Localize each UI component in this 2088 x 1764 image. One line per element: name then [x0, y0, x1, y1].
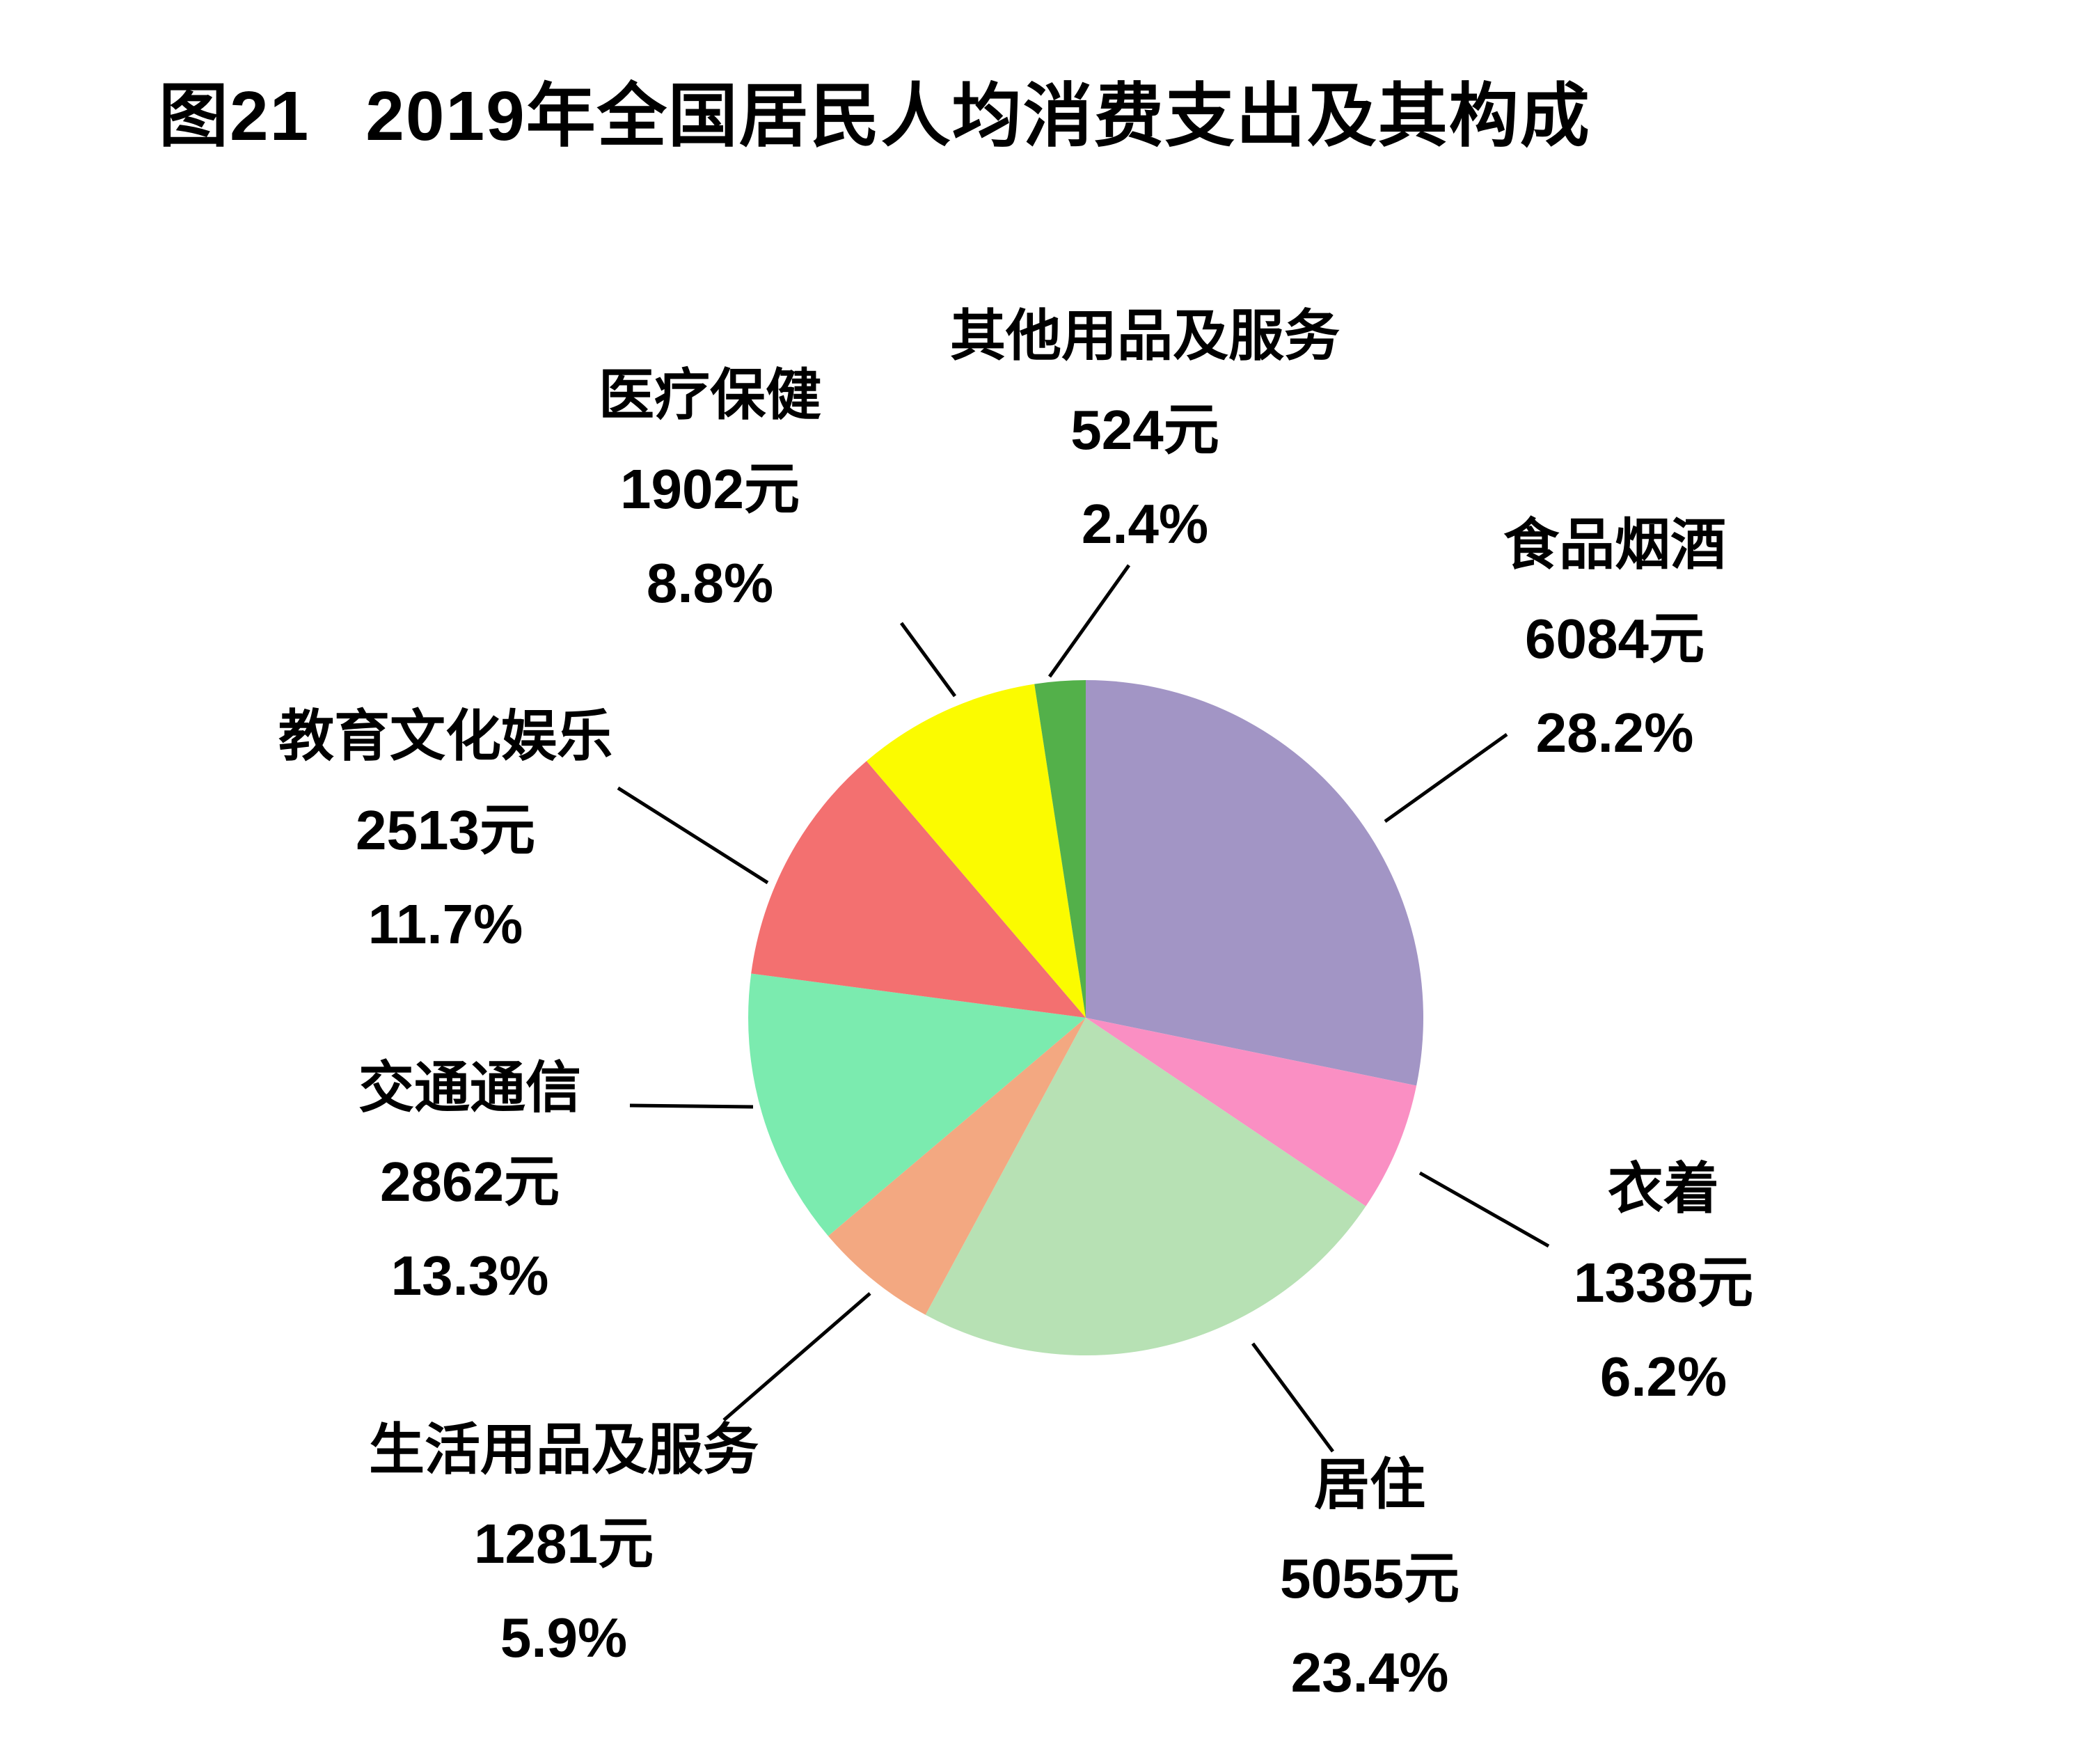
pie-slice-education-culture-entertainment — [751, 761, 1086, 1018]
figure-number: 图21 — [159, 77, 310, 155]
slice-name-healthcare: 医疗保健 — [599, 364, 821, 426]
slice-name-household-goods-services: 生活用品及服务 — [369, 1419, 759, 1481]
slice-name-education-culture-entertainment: 教育文化娱乐 — [278, 705, 612, 767]
slice-label-clothing: 衣着 1338元 6.2% — [1574, 1142, 1753, 1424]
pie-slice-transport-communication — [748, 973, 1086, 1236]
slice-percent-transport-communication: 13.3% — [390, 1245, 549, 1307]
slice-label-other-goods-services: 其他用品及服务 524元 2.4% — [950, 289, 1340, 571]
leader-line-clothing — [1418, 1171, 1550, 1248]
slice-value-healthcare: 1902元 — [620, 458, 800, 520]
slice-percent-education-culture-entertainment: 11.7% — [367, 893, 523, 955]
slice-percent-household-goods-services: 5.9% — [500, 1607, 628, 1669]
slice-value-housing: 5055元 — [1280, 1548, 1460, 1609]
slice-percent-other-goods-services: 2.4% — [1081, 493, 1209, 555]
leader-line-other-goods-services — [1047, 564, 1131, 678]
slice-value-transport-communication: 2862元 — [380, 1151, 560, 1213]
slice-name-food-tobacco-liquor: 食品烟酒 — [1503, 514, 1726, 576]
leader-line-food-tobacco-liquor — [1384, 732, 1508, 824]
leader-line-education-culture-entertainment — [617, 786, 769, 885]
slice-value-clothing: 1338元 — [1574, 1252, 1753, 1314]
pie-slice-other-goods-services — [1034, 679, 1086, 1018]
pie-slice-food-tobacco-liquor — [1086, 680, 1424, 1086]
slice-value-education-culture-entertainment: 2513元 — [356, 799, 535, 861]
leader-line-household-goods-services — [722, 1292, 871, 1422]
slice-value-food-tobacco-liquor: 6084元 — [1525, 608, 1705, 670]
slice-label-education-culture-entertainment: 教育文化娱乐 2513元 11.7% — [278, 689, 612, 971]
slice-name-other-goods-services: 其他用品及服务 — [950, 305, 1340, 367]
slice-label-household-goods-services: 生活用品及服务 1281元 5.9% — [369, 1403, 759, 1685]
leader-line-healthcare — [899, 622, 957, 698]
slice-label-transport-communication: 交通通信 2862元 13.3% — [358, 1041, 581, 1323]
leader-line-transport-communication — [629, 1103, 754, 1109]
slice-percent-food-tobacco-liquor: 28.2% — [1535, 702, 1694, 764]
slice-percent-housing: 23.4% — [1290, 1641, 1449, 1703]
pie-slice-household-goods-services — [828, 1018, 1086, 1315]
slice-label-housing: 居住 5055元 23.4% — [1280, 1438, 1460, 1719]
slice-name-transport-communication: 交通通信 — [358, 1057, 581, 1119]
pie-slice-clothing — [1086, 1018, 1417, 1206]
leader-line-housing — [1251, 1342, 1335, 1453]
figure-title: 图21 2019年全国居民人均消费支出及其构成 — [159, 59, 1591, 160]
slice-value-other-goods-services: 524元 — [1070, 399, 1219, 461]
figure-title-text: 2019年全国居民人均消费支出及其构成 — [365, 77, 1591, 155]
pie-slice-housing — [925, 1018, 1366, 1355]
slice-name-housing: 居住 — [1314, 1454, 1425, 1515]
slice-name-clothing: 衣着 — [1608, 1158, 1719, 1220]
slice-label-food-tobacco-liquor: 食品烟酒 6084元 28.2% — [1503, 498, 1726, 780]
slice-percent-healthcare: 8.8% — [646, 552, 774, 614]
slice-value-household-goods-services: 1281元 — [474, 1513, 654, 1575]
slice-percent-clothing: 6.2% — [1599, 1346, 1727, 1408]
slice-label-healthcare: 医疗保健 1902元 8.8% — [599, 348, 821, 630]
pie-slice-healthcare — [867, 684, 1086, 1018]
